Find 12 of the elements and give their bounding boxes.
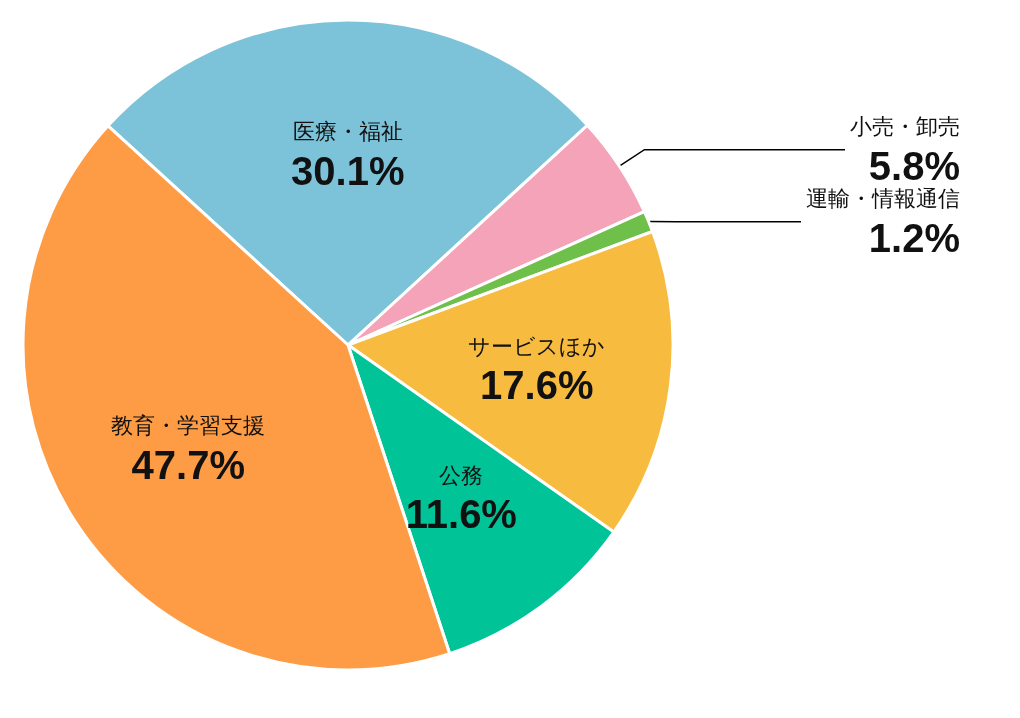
data-label: 11.6% xyxy=(405,492,517,537)
slice-label: 教育・学習支援 xyxy=(111,413,266,439)
slice-label: 公務 xyxy=(439,462,484,488)
data-label: 47.7% xyxy=(131,442,245,487)
slice-label: 小売・卸売 xyxy=(850,114,960,140)
slice-label: 医療・福祉 xyxy=(292,119,403,145)
slice-label: サービスほか xyxy=(468,333,606,359)
data-label: 1.2% xyxy=(868,215,960,260)
data-label: 30.1% xyxy=(291,148,405,193)
slice-label: 運輸・情報通信 xyxy=(806,186,960,212)
data-label: 17.6% xyxy=(480,363,594,408)
data-label: 5.8% xyxy=(868,143,960,188)
